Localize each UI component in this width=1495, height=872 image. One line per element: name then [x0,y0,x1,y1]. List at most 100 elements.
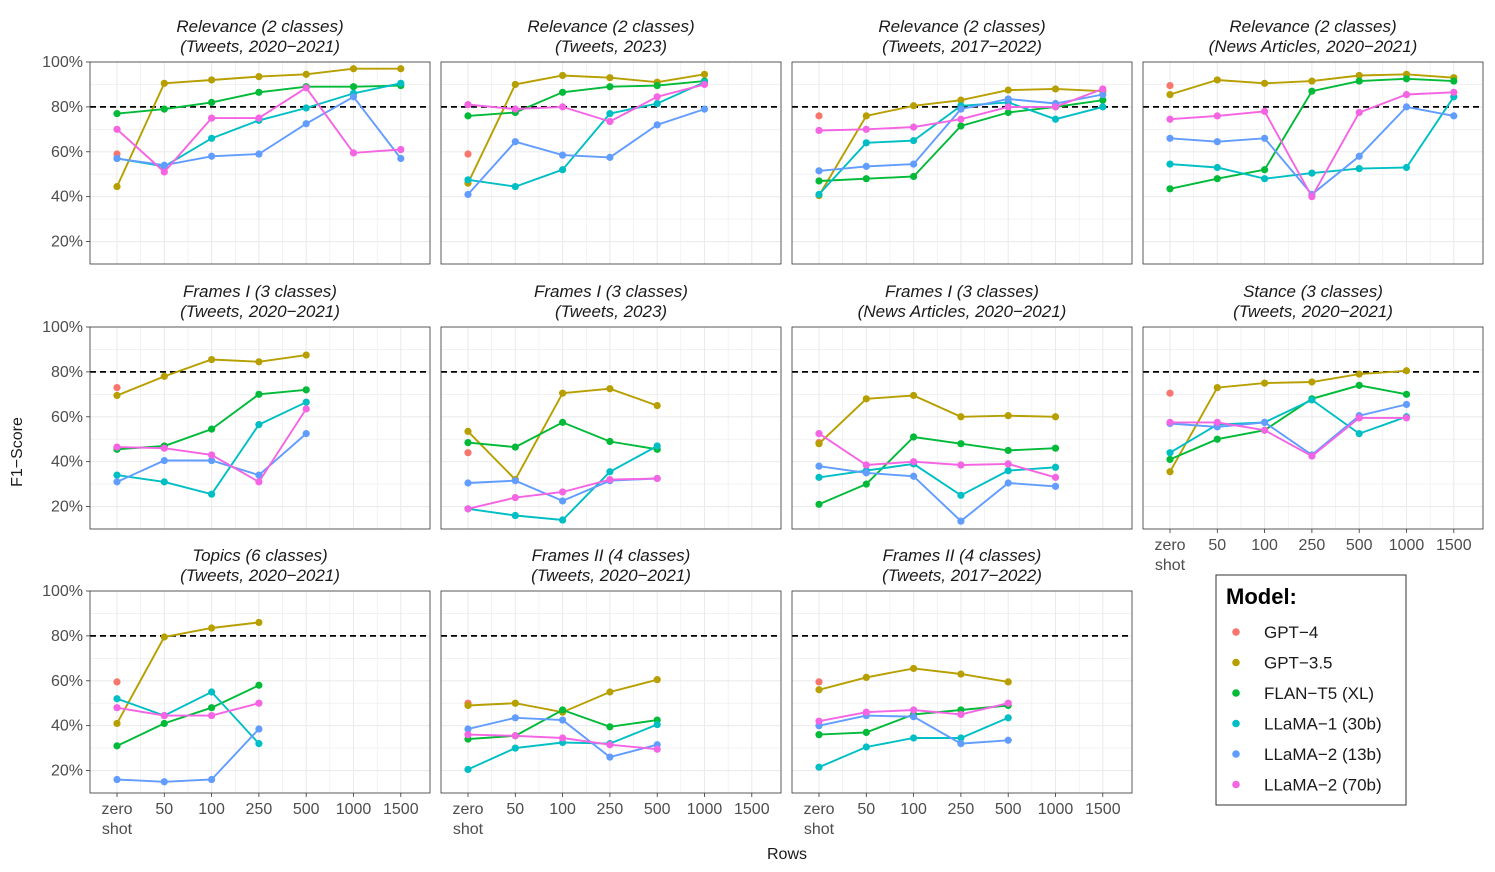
data-point [910,472,918,480]
panel-title: (Tweets, 2017−2022) [882,37,1042,56]
series-line [467,81,705,188]
legend-label: LLaMA−2 (70b) [1264,776,1382,795]
data-point [1308,77,1316,85]
data-point [511,477,519,485]
data-point [606,741,614,749]
data-point [815,500,823,508]
x-tick-label: 250 [1299,537,1326,554]
x-tick-label: 1500 [383,801,419,818]
data-point [1308,452,1316,460]
data-point [1166,389,1174,397]
data-point [1261,134,1269,142]
data-point [511,493,519,502]
data-point [815,717,823,725]
data-point [1004,95,1012,103]
data-point [862,673,870,682]
data-point [208,98,216,106]
panel-title: Frames I (3 classes) [183,282,337,301]
series-line [1169,369,1407,473]
data-point [862,461,870,469]
data-point [862,728,870,737]
x-tick-label: 1000 [336,801,372,818]
data-point [511,511,519,520]
data-point [910,136,918,145]
legend-label: GPT−3.5 [1264,654,1333,673]
data-point [208,134,216,142]
data-point [559,706,567,714]
data-point [559,103,567,111]
series-line [467,80,705,117]
panel-border [89,590,431,794]
data-point [559,151,567,159]
data-point [511,699,519,707]
x-tick-label: shot [102,821,133,838]
data-point [208,711,216,720]
legend-item: LLaMA−1 (30b) [1232,715,1382,734]
y-tick-label: 60% [51,144,83,161]
data-point [559,418,567,426]
data-point [302,70,310,78]
panel-title: (Tweets, 2017−2022) [882,566,1042,585]
panel-background [441,327,781,529]
data-point [815,440,823,448]
data-point [1004,699,1012,707]
panel-title: (Tweets, 2020−2021) [180,566,340,585]
data-point [1402,400,1411,409]
data-point [1004,479,1012,487]
legend-item: FLAN−T5 (XL) [1232,684,1374,703]
data-point [160,633,168,641]
y-tick-label: 60% [51,409,83,426]
data-point [255,421,263,429]
data-point [1051,463,1060,471]
panel-title: (Tweets, 2020−2021) [180,37,340,56]
data-point [113,478,121,486]
panel-border [791,61,1133,265]
legend-swatch [1232,780,1240,789]
data-point [606,74,614,82]
data-point [1004,108,1012,117]
data-point [1004,714,1012,722]
data-point [208,76,216,84]
data-point [113,154,121,163]
panel: Relevance (2 classes)(Tweets, 2023) [440,17,782,265]
panel-title: (Tweets, 2020−2021) [180,302,340,321]
panel-background [441,62,781,264]
data-point [349,149,358,157]
x-tick-label: 250 [246,801,273,818]
panel: Frames II (4 classes)(Tweets, 2017−2022)… [791,546,1133,838]
data-point [815,686,823,694]
data-point [1004,736,1012,744]
data-point [1166,160,1174,168]
series-line [116,702,260,717]
data-point [160,79,168,87]
data-point [113,471,121,479]
y-tick-label: 40% [51,454,83,471]
data-point [464,427,472,435]
legend-swatch [1232,719,1240,728]
data-point [302,104,310,112]
data-point [1261,79,1269,87]
facet-panels: Relevance (2 classes)(Tweets, 2020−2021)… [42,17,1484,838]
data-point [464,438,472,447]
data-point [1051,413,1060,421]
panel-border [89,61,431,265]
data-point [559,389,567,397]
legend-label: LLaMA−2 (13b) [1264,745,1382,764]
data-point [957,491,965,499]
data-point [957,440,965,448]
x-tick-label: zero [101,801,132,818]
data-point [1051,115,1060,123]
data-point [464,731,472,739]
data-point [255,358,263,366]
data-point [349,83,358,91]
data-point [559,497,567,505]
data-point [606,437,614,446]
x-tick-label: zero [803,801,834,818]
panel-background [1143,327,1483,529]
x-tick-label: shot [453,821,484,838]
data-point [862,395,870,403]
data-point [511,182,519,191]
panel-title: Frames II (4 classes) [883,546,1042,565]
x-tick-label: 100 [900,801,927,818]
data-point [464,112,472,120]
